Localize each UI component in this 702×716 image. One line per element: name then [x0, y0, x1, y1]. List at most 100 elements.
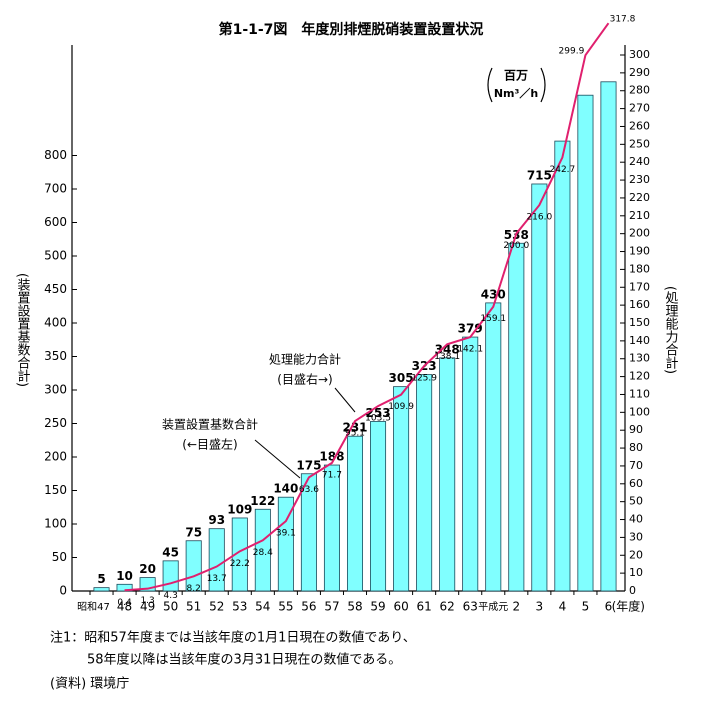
- line-label: 4.3: [163, 591, 177, 601]
- bar: [162, 560, 179, 592]
- x-tick-label: 52: [209, 600, 224, 614]
- y-tick-label: 100: [44, 517, 67, 531]
- x-tick-label: 2: [512, 600, 520, 614]
- line-label: 22.2: [230, 559, 250, 569]
- bar: [300, 473, 317, 592]
- bar-label: 5: [97, 572, 105, 586]
- y2-tick-label: 60: [629, 477, 643, 490]
- x-tick-label: 3: [536, 600, 544, 614]
- line-label: 0.4: [117, 598, 132, 608]
- y-tick-label: 300: [44, 383, 67, 397]
- y2-tick-label: 290: [629, 66, 650, 79]
- line-label: 138.1: [434, 352, 460, 362]
- bar-label: 45: [162, 545, 179, 559]
- series-label: 装置設置基数合計: [162, 417, 258, 432]
- bar-label: 75: [185, 525, 202, 539]
- leader-line: [254, 439, 301, 479]
- y2-tick-label: 80: [629, 441, 643, 454]
- x-tick-label: 55: [278, 600, 293, 614]
- line-label: 71.7: [322, 470, 342, 480]
- y-tick-label: 250: [44, 416, 67, 430]
- x-tick-label: 58: [347, 600, 362, 614]
- bar-label: 140: [273, 482, 298, 496]
- bar: [254, 508, 271, 592]
- y2-tick-label: 190: [629, 245, 650, 258]
- bar: [116, 583, 133, 592]
- bar-label: 715: [527, 168, 552, 182]
- y2-tick-label: 10: [629, 566, 643, 579]
- y2-tick-label: 270: [629, 102, 650, 115]
- x-tick-label: 62: [440, 600, 455, 614]
- x-axis-label: (年度): [612, 599, 645, 614]
- bar-label: 109: [227, 502, 252, 516]
- bar: [393, 386, 410, 592]
- line-label: 159.1: [480, 314, 506, 324]
- x-tick-label: 4: [559, 600, 567, 614]
- bar: [93, 587, 110, 592]
- y2-tick-label: 220: [629, 191, 650, 204]
- bar: [231, 517, 248, 592]
- y2-tick-label: 100: [629, 405, 650, 418]
- y2-tick-label: 280: [629, 84, 650, 97]
- y2-tick-label: 240: [629, 155, 650, 168]
- y2-tick-label: 160: [629, 298, 650, 311]
- bar-label: 10: [116, 569, 133, 583]
- line-label: 299.9: [559, 47, 585, 57]
- x-tick-label: 50: [163, 600, 178, 614]
- bar: [323, 464, 340, 592]
- bar: [277, 496, 294, 592]
- note: 注1：昭和57年度までは当該年度の1月1日現在の数値であり、: [50, 630, 416, 646]
- line-label: 125.9: [411, 374, 437, 384]
- line-label: 242.7: [550, 165, 576, 175]
- x-tick-label: 平成元: [478, 601, 508, 613]
- x-tick-label: 昭和47: [77, 601, 110, 613]
- x-tick-label: 59: [370, 600, 385, 614]
- bar-label: 430: [481, 287, 506, 301]
- y2-tick-label: 50: [629, 495, 643, 508]
- y2-tick-label: 40: [629, 513, 643, 526]
- line-label: 109.9: [388, 402, 414, 412]
- bar-label: 93: [208, 513, 225, 527]
- line-label: 200.0: [503, 241, 529, 251]
- bar: [462, 336, 479, 592]
- bar-label: 305: [389, 371, 414, 385]
- line-label: 63.6: [299, 485, 319, 495]
- series-note: (←目盛左): [182, 437, 237, 452]
- line: [124, 22, 610, 592]
- x-tick-label: 61: [416, 600, 431, 614]
- bar-label: 20: [139, 562, 156, 576]
- y-tick-label: 350: [44, 349, 67, 363]
- series-note: (目盛右→): [277, 372, 332, 387]
- bar: [485, 302, 502, 592]
- y2-tick-label: 180: [629, 262, 650, 275]
- line-label: 8.2: [187, 584, 201, 594]
- line-label: 1.3: [140, 596, 154, 606]
- x-tick-label: 56: [301, 600, 316, 614]
- y-tick-label: 50: [52, 550, 67, 564]
- line-label: 95.1: [345, 429, 365, 439]
- y2-tick-label: 250: [629, 137, 650, 150]
- x-tick-label: 6: [605, 600, 613, 614]
- bar: [439, 357, 456, 592]
- y2-tick-label: 200: [629, 227, 650, 240]
- x-tick-label: 51: [186, 600, 201, 614]
- bar: [577, 94, 594, 592]
- y2-tick-label: 90: [629, 423, 643, 436]
- x-tick-label: 49: [140, 600, 155, 614]
- y-tick-label: 400: [44, 316, 67, 330]
- line-label: 13.7: [207, 574, 227, 584]
- y-tick-label: 450: [44, 282, 67, 296]
- y2-tick-label: 260: [629, 119, 650, 132]
- y-tick-label: 700: [44, 182, 67, 196]
- x-tick-label: 60: [393, 600, 408, 614]
- unit-label: Nm³／h: [494, 87, 538, 100]
- note: (資料) 環境庁: [50, 677, 129, 692]
- y2-tick-label: 30: [629, 530, 643, 543]
- bar: [600, 81, 617, 592]
- line-label: 317.8: [610, 15, 636, 25]
- y2-tick-label: 110: [629, 387, 650, 400]
- y2-tick-label: 230: [629, 173, 650, 186]
- y-tick-label: 600: [44, 215, 67, 229]
- bar: [554, 140, 571, 592]
- unit-paren: [487, 67, 493, 103]
